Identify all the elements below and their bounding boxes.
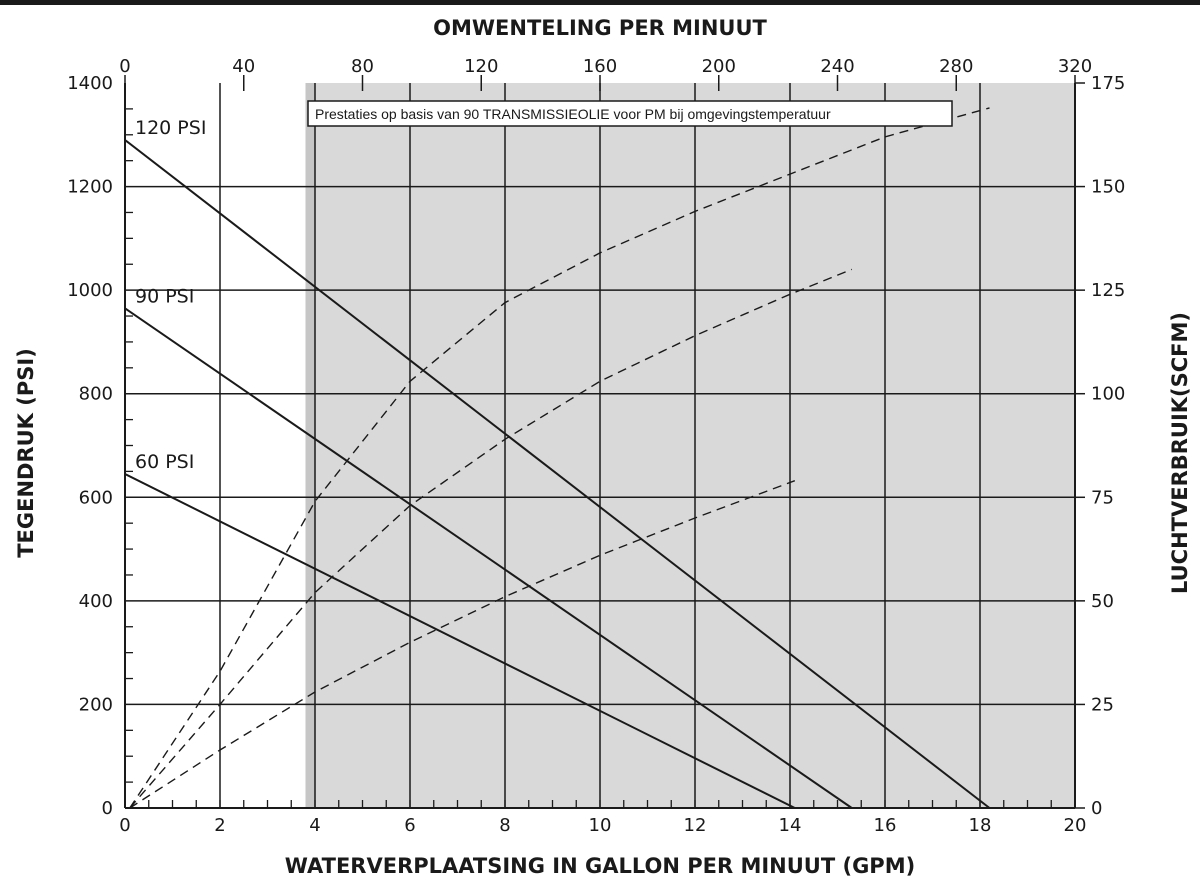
pressure-line-90-psi [124,307,853,809]
right-axis-title: LUCHTVERBRUIK(SCFM) [1168,312,1192,594]
x-tick-label: 10 [589,815,612,836]
right-tick-label: 75 [1091,487,1114,508]
x-tick-label: 0 [119,815,130,836]
x-tick-label: 18 [969,815,992,836]
top-tick-label: 320 [1058,56,1092,77]
grid [125,83,1075,808]
top-tick-label: 120 [464,56,498,77]
right-tick-label: 50 [1091,591,1114,612]
right-tick-label: 100 [1091,384,1125,405]
y-tick-label: 1000 [67,280,113,301]
y-tick-label: 1400 [67,73,113,94]
x-tick-label: 16 [874,815,897,836]
y-axis-title: TEGENDRUK (PSI) [14,348,38,558]
shaded-region [305,83,1075,808]
right-tick-label: 25 [1091,694,1114,715]
x-tick-label: 4 [309,815,320,836]
air-curve-90-psi [129,268,853,809]
top-tick-label: 80 [351,56,374,77]
y-tick-label: 200 [79,694,113,715]
top-tick-label: 0 [119,56,130,77]
performance-note: Prestaties op basis van 90 TRANSMISSIEOL… [307,100,953,127]
top-tick-label: 200 [702,56,736,77]
y-tick-label: 1200 [67,177,113,198]
pressure-line-60-psi [124,473,796,809]
series-label: 90 PSI [135,285,194,307]
air-curve-60-psi [129,480,796,809]
x-tick-label: 20 [1064,815,1087,836]
top-tick-label: 240 [820,56,854,77]
y-tick-label: 0 [102,798,113,819]
right-tick-label: 125 [1091,280,1125,301]
x-tick-label: 6 [404,815,415,836]
top-tick-label: 40 [232,56,255,77]
top-border [0,0,1200,5]
shaded-region-edge [305,83,315,808]
top-axis-title: OMWENTELING PER MINUUT [433,16,767,40]
series-label: 120 PSI [135,117,206,139]
series-lines [124,107,991,809]
right-tick-label: 0 [1091,798,1102,819]
x-tick-label: 14 [779,815,802,836]
x-tick-label: 12 [684,815,707,836]
x-axis-title: WATERVERPLAATSING IN GALLON PER MINUUT (… [285,854,915,878]
right-tick-label: 175 [1091,73,1125,94]
x-tick-label: 8 [499,815,510,836]
x-tick-label: 2 [214,815,225,836]
y-tick-label: 400 [79,591,113,612]
y-tick-label: 600 [79,487,113,508]
air-curve-120-psi [129,107,990,809]
series-label: 60 PSI [135,451,194,473]
right-tick-label: 150 [1091,177,1125,198]
note-text: Prestaties op basis van 90 TRANSMISSIEOL… [315,106,831,122]
top-tick-label: 160 [583,56,617,77]
y-tick-label: 800 [79,384,113,405]
top-tick-label: 280 [939,56,973,77]
pressure-line-120-psi [124,139,991,809]
